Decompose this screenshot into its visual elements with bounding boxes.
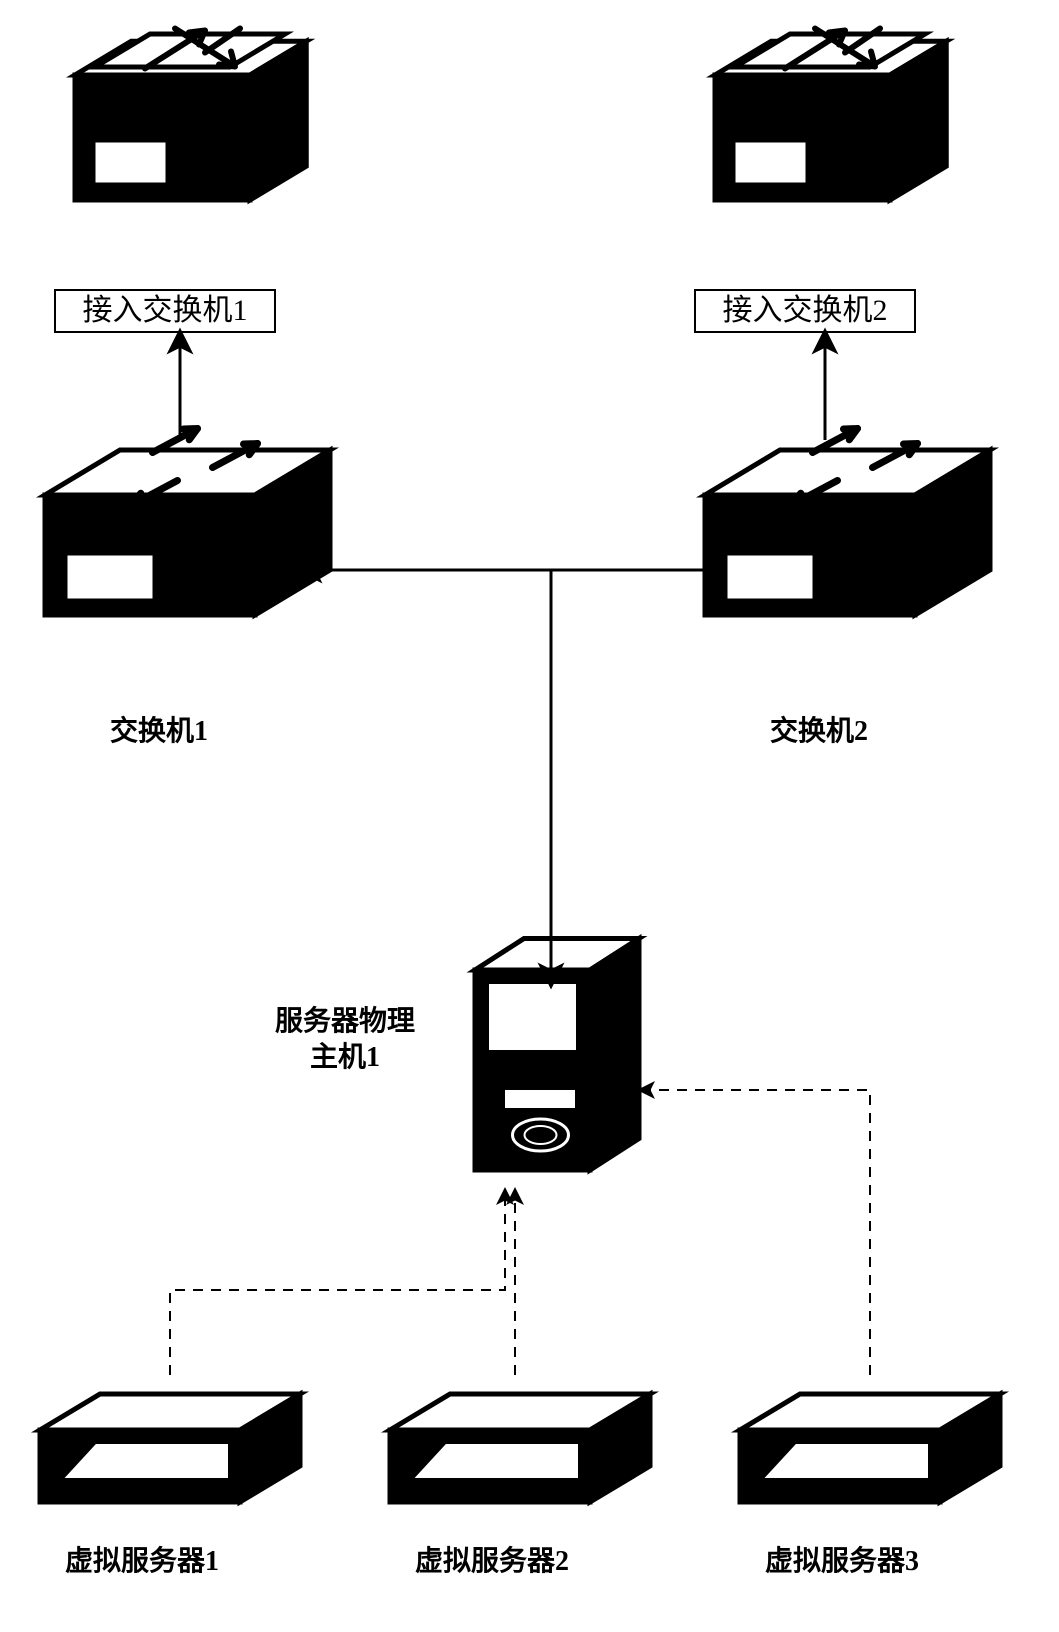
switch-icon xyxy=(705,429,990,616)
server-icon xyxy=(475,939,639,1171)
access-switch-label: 接入交换机1 xyxy=(83,294,248,327)
server-label-line2: 主机1 xyxy=(310,1041,380,1073)
virtual-server-icon xyxy=(390,1394,650,1502)
virtual-server-label: 虚拟服务器1 xyxy=(65,1545,219,1577)
virtual-server-icon xyxy=(740,1394,1000,1502)
connector-dashed xyxy=(170,1190,505,1375)
switch-label: 交换机1 xyxy=(110,714,208,747)
virtual-server-label: 虚拟服务器3 xyxy=(765,1545,919,1577)
virtual-server-label: 虚拟服务器2 xyxy=(415,1545,569,1577)
access-switch-icon xyxy=(75,29,306,201)
access-switch-icon xyxy=(715,29,946,201)
connector-dashed xyxy=(640,1090,870,1375)
switch-icon xyxy=(45,429,330,616)
switch-label: 交换机2 xyxy=(770,714,868,747)
virtual-server-icon xyxy=(40,1394,300,1502)
access-switch-label: 接入交换机2 xyxy=(723,294,888,327)
server-label-line1: 服务器物理 xyxy=(275,1005,415,1037)
